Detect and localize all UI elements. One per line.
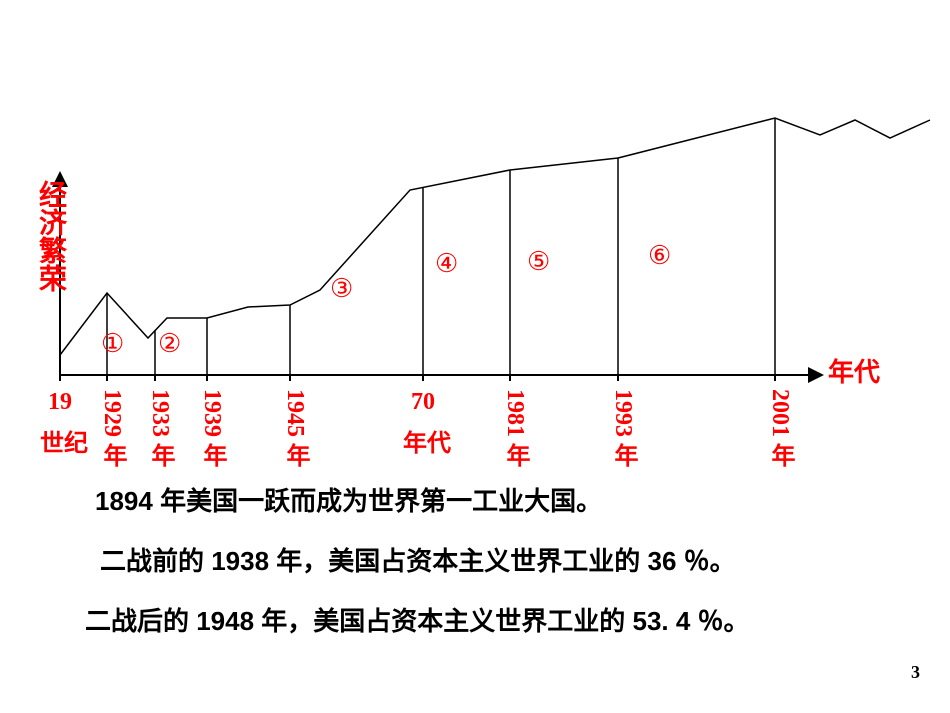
- y-axis-label: 经济繁荣: [30, 180, 70, 292]
- x-tick-label: 1933 年: [143, 389, 178, 467]
- x-tick-label: 1981 年: [498, 389, 533, 467]
- page-number: 3: [911, 662, 920, 683]
- x-tick-label: 70: [411, 389, 435, 416]
- x-tick-label: 世纪: [40, 423, 88, 458]
- region-marker: ③: [330, 273, 353, 304]
- body-text-line3: 二战后的 1948 年，美国占资本主义世界工业的 53. 4 ％。: [85, 605, 895, 639]
- x-tick-label: 1939 年: [195, 389, 230, 467]
- x-tick-label: 1945 年: [278, 389, 313, 467]
- region-marker: ①: [101, 328, 124, 359]
- x-tick-label: 年代: [403, 423, 451, 458]
- body-text-line2: 二战前的 1938 年，美国占资本主义世界工业的 36 ％。: [100, 545, 736, 579]
- x-tick-label: 19: [48, 389, 72, 416]
- region-marker: ⑤: [527, 246, 550, 277]
- region-marker: ④: [435, 248, 458, 279]
- region-marker: ②: [158, 328, 181, 359]
- region-marker: ⑥: [648, 240, 671, 271]
- x-tick-label: 1993 年: [606, 389, 641, 467]
- x-axis-label: 年代: [828, 352, 880, 389]
- body-text-line1: 1894 年美国一跃而成为世界第一工业大国。: [95, 485, 602, 519]
- x-tick-label: 2001 年: [763, 389, 798, 467]
- x-tick-label: 1929 年: [95, 389, 130, 467]
